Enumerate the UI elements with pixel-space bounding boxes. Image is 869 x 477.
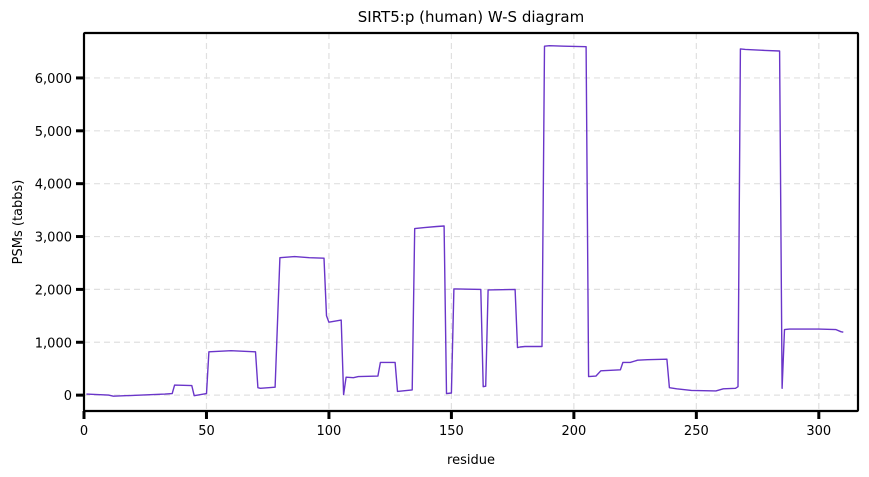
y-tick-label-5: 5,000 (35, 125, 72, 140)
x-axis: 0 50 100 150 200 250 300 (80, 411, 831, 439)
x-tick-label-4: 200 (561, 424, 586, 439)
y-tick-label-2: 2,000 (35, 283, 72, 298)
x-tick-label-2: 100 (317, 424, 342, 439)
y-tick-label-4: 4,000 (35, 178, 72, 193)
series-group (86, 45, 844, 397)
y-tick-label-0: 0 (64, 389, 72, 404)
series-line-0 (86, 45, 844, 397)
y-tick-label-6: 6,000 (35, 72, 72, 87)
chart-title: SIRT5:p (human) W-S diagram (358, 8, 584, 26)
x-axis-label: residue (447, 453, 495, 468)
grid (83, 33, 858, 411)
y-axis: 0 1,000 2,000 3,000 4,000 5,000 6,000 (35, 72, 84, 404)
y-tick-label-3: 3,000 (35, 231, 72, 246)
x-tick-label-0: 0 (80, 424, 88, 439)
y-axis-label: PSMs (tabbs) (11, 180, 26, 265)
plot-frame (82, 31, 860, 413)
x-tick-label-1: 50 (198, 424, 215, 439)
x-tick-label-3: 150 (439, 424, 464, 439)
x-tick-label-5: 250 (684, 424, 709, 439)
x-tick-label-6: 300 (806, 424, 831, 439)
y-tick-label-1: 1,000 (35, 336, 72, 351)
